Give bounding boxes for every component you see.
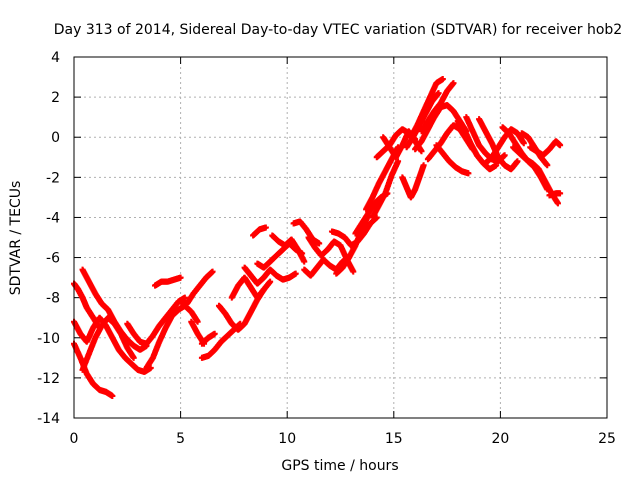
- x-tick-label: 5: [176, 431, 185, 447]
- data-point: [301, 258, 308, 265]
- x-tick-label: 0: [70, 431, 79, 447]
- data-point: [267, 278, 274, 285]
- x-tick-label: 25: [598, 431, 616, 447]
- x-tick-labels: 0 5 10 15 20 25: [70, 431, 616, 447]
- data-point: [262, 224, 269, 231]
- y-axis-title: SDTVAR / TECUs: [8, 181, 24, 296]
- data-point: [544, 162, 551, 169]
- y-tick-label: 2: [51, 90, 60, 106]
- y-tick-label: -10: [37, 331, 60, 347]
- data-point: [435, 90, 442, 97]
- data-point: [96, 324, 103, 331]
- data-point: [209, 268, 216, 275]
- y-tick-label: -2: [46, 170, 60, 186]
- y-tick-label: -4: [46, 210, 60, 226]
- x-tick-label: 15: [385, 431, 403, 447]
- data-point: [418, 148, 425, 155]
- data-point: [194, 318, 201, 325]
- y-tick-labels: -14 -12 -10 -8 -6 -4 -2 0 2 4: [37, 50, 60, 427]
- data-point: [554, 200, 561, 207]
- y-tick-label: -14: [37, 411, 60, 427]
- y-tick-label: 0: [51, 130, 60, 146]
- y-tick-label: 4: [51, 50, 60, 66]
- data-point: [130, 354, 137, 361]
- data-points: [71, 76, 564, 399]
- data-point: [439, 76, 446, 83]
- x-axis-title: GPS time / hours: [281, 458, 398, 474]
- chart-title: Day 313 of 2014, Sidereal Day-to-day VTE…: [54, 22, 622, 38]
- data-point: [514, 158, 521, 165]
- data-point: [109, 392, 116, 399]
- y-tick-label: -8: [46, 291, 60, 307]
- data-point: [557, 190, 564, 197]
- y-tick-label: -12: [37, 371, 60, 387]
- plot-frame: [73, 56, 608, 419]
- data-point: [395, 158, 402, 165]
- data-point: [316, 240, 323, 247]
- data-point: [501, 152, 508, 159]
- y-tick-label: -6: [46, 251, 60, 267]
- data-point: [181, 294, 188, 301]
- data-point: [350, 268, 357, 275]
- data-point: [450, 80, 457, 87]
- data-point: [177, 274, 184, 281]
- grid: [74, 57, 607, 418]
- data-point: [520, 140, 527, 147]
- x-tick-label: 20: [491, 431, 509, 447]
- data-point: [211, 330, 218, 337]
- data-point: [557, 142, 564, 149]
- data-point: [465, 170, 472, 177]
- x-tick-label: 10: [278, 431, 296, 447]
- data-point: [420, 162, 427, 169]
- data-point: [292, 270, 299, 277]
